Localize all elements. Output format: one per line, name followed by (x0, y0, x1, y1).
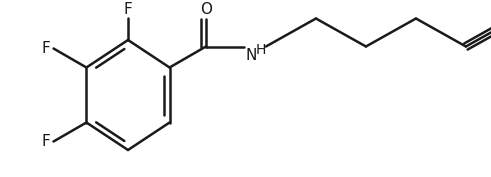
Text: O: O (200, 2, 212, 18)
Text: N: N (246, 48, 257, 64)
Text: F: F (42, 41, 51, 56)
Text: F: F (42, 134, 51, 149)
Text: H: H (256, 44, 266, 58)
Text: F: F (124, 2, 133, 17)
